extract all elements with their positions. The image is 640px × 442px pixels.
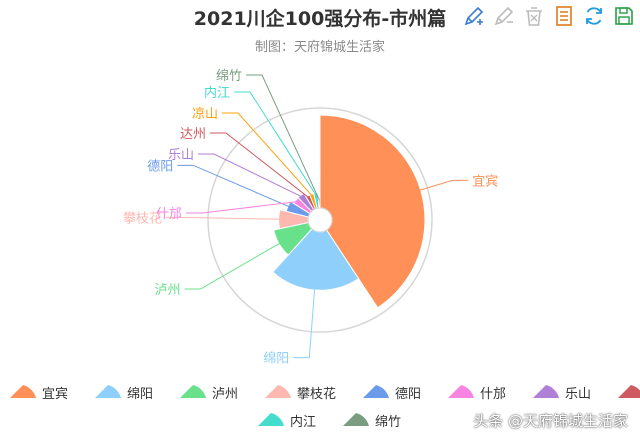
legend-label: 内江 [290, 414, 316, 430]
slice-label: 乐山 [168, 148, 194, 163]
label-leader-line [177, 164, 291, 208]
legend-item[interactable]: 什邡 [448, 385, 506, 402]
legend-swatch [10, 385, 36, 398]
slice-label: 绵阳 [263, 352, 289, 367]
label-leader-line [234, 91, 317, 196]
legend-swatch [343, 413, 369, 426]
legend-item[interactable]: 泸州 [180, 385, 238, 402]
label-leader-line [418, 179, 469, 191]
slice-label: 什邡 [156, 206, 182, 222]
outer-ring [207, 107, 433, 333]
legend-swatch [258, 413, 284, 426]
legend-swatch [618, 385, 640, 398]
label-leader-line [198, 153, 303, 198]
legend-label: 绵阳 [127, 387, 153, 402]
slice-label: 凉山 [192, 107, 218, 122]
slice-label: 攀枝花 [123, 210, 162, 226]
legend-item[interactable]: 绵竹 [343, 413, 401, 430]
legend-label: 乐山 [565, 387, 591, 402]
chart-subtitle: 制图：天府锦城生活家 [254, 40, 385, 55]
legend-item[interactable]: 攀枝花 [265, 385, 336, 402]
legend-label: 攀枝花 [297, 386, 336, 402]
legend-item[interactable]: 绵阳 [95, 385, 153, 402]
legend-item[interactable]: 乐山 [533, 385, 591, 402]
slice-label: 宜宾 [472, 173, 498, 189]
legend-swatch [265, 385, 291, 398]
legend-item[interactable]: 达州 [618, 385, 640, 402]
legend-swatch [533, 385, 559, 398]
legend-item[interactable]: 德阳 [363, 385, 421, 402]
inner-ring [307, 207, 333, 233]
label-leader-line [210, 132, 310, 198]
legend-label: 德阳 [395, 387, 421, 402]
legend-swatch [448, 385, 474, 398]
legend-swatch [363, 385, 389, 398]
legend-swatch [95, 385, 121, 398]
label-leader-line [166, 216, 281, 220]
mark-clear-icon[interactable] [522, 4, 546, 28]
slice-label: 泸州 [154, 283, 180, 298]
chart-toolbox [462, 4, 636, 28]
save-image-icon[interactable] [612, 4, 636, 28]
legend-label: 绵竹 [375, 415, 401, 430]
data-view-icon[interactable] [552, 4, 576, 28]
label-leader-line [186, 201, 298, 214]
label-leader-line [246, 74, 320, 201]
legend-label: 泸州 [212, 387, 238, 402]
legend-item[interactable]: 内江 [258, 413, 316, 430]
slice-label: 绵竹 [216, 69, 242, 84]
mark-undo-icon[interactable] [492, 4, 516, 28]
legend-swatch [180, 385, 206, 398]
slice-label: 内江 [204, 85, 230, 101]
legend-label: 什邡 [480, 386, 506, 402]
mark-icon[interactable] [462, 4, 486, 28]
watermark: 头条 @天府锦城生活家 [473, 412, 628, 430]
label-leader-line [222, 112, 313, 197]
legend-item[interactable]: 宜宾 [10, 385, 68, 402]
legend-label: 宜宾 [42, 386, 68, 402]
restore-icon[interactable] [582, 4, 606, 28]
label-leader-line [293, 288, 316, 359]
chart-title: 2021川企100强分布-市州篇 [193, 8, 447, 30]
label-leader-line [184, 242, 281, 290]
slice-label: 达州 [180, 127, 206, 142]
slice-label: 德阳 [147, 159, 173, 174]
